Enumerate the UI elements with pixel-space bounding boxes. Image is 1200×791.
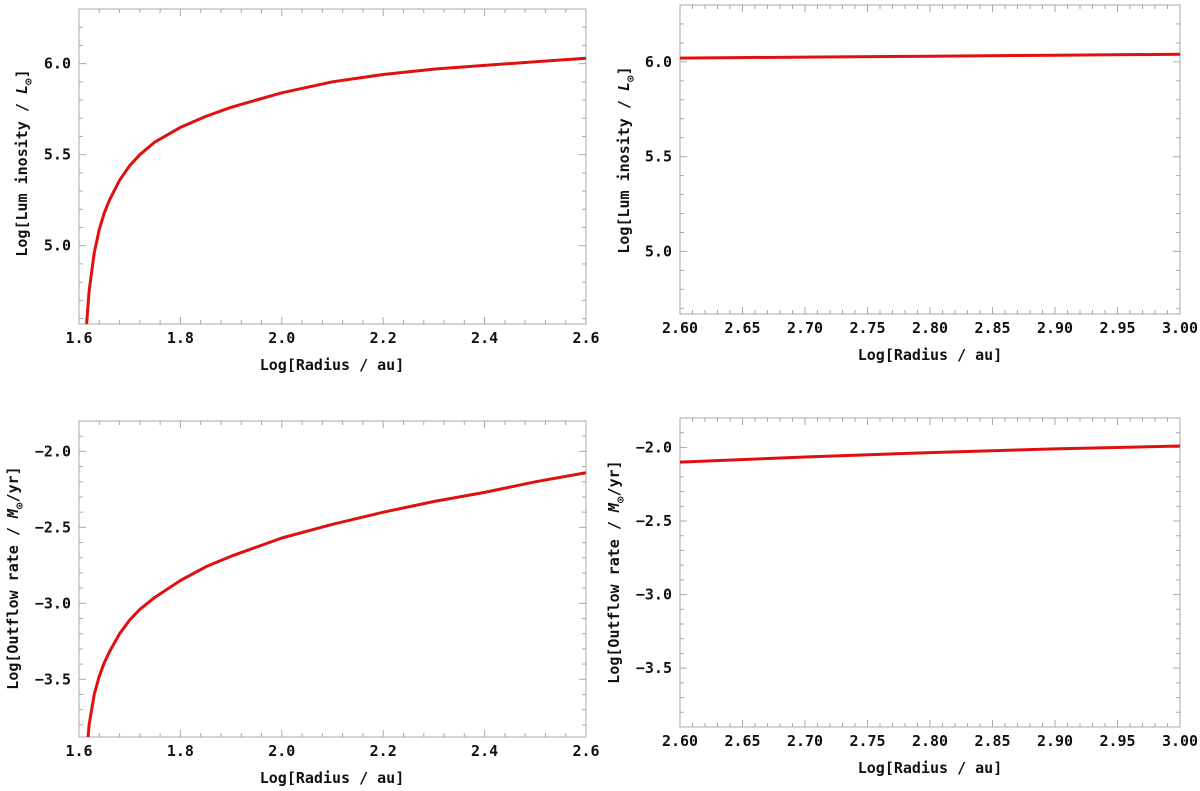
- y-tick-label: −3.0: [636, 586, 672, 604]
- y-axis-label: Log[Lum inosity / L⊙]: [13, 69, 35, 256]
- x-tick-label: 2.70: [787, 732, 823, 750]
- chart-panel-outflow-inner: 1.6 1.8 2.0 2.2 2.4 2.6 −3.5 −3.0 −2.5 −2.0 Log[Ra…: [4, 420, 600, 787]
- series-line-luminosity-outer-0: [680, 52, 1180, 60]
- x-axis-label: Log[Radius / au]: [260, 769, 405, 787]
- y-tick-label: −3.0: [35, 594, 71, 612]
- plot-frame: [78, 8, 587, 325]
- series-line-outflow-outer-0: [680, 444, 1180, 464]
- x-axis-label: Log[Radius / au]: [858, 759, 1003, 777]
- chart-panel-outflow-outer: 2.60 2.65 2.70 2.75 2.80 2.85 2.90 2.95 3.00 −3.5…: [605, 417, 1198, 777]
- y-tick-label: 6.0: [645, 53, 672, 71]
- y-tick-label: 5.0: [645, 242, 672, 260]
- x-tick-label: 2.4: [471, 742, 498, 760]
- x-tick-label: 2.0: [268, 329, 295, 347]
- series-line-outflow-inner-0: [86, 471, 586, 737]
- y-axis-label-subscript: ⊙: [614, 496, 627, 503]
- y-axis-label-subscript: ⊙: [624, 75, 637, 82]
- x-tick-label: 2.65: [724, 319, 760, 337]
- x-tick-label: 2.4: [471, 329, 498, 347]
- y-axis-label-suffix: /yr]: [605, 460, 623, 496]
- y-axis-label-suffix: /yr]: [4, 466, 22, 502]
- y-tick-label: −2.5: [35, 518, 71, 536]
- x-tick-label: 2.6: [572, 329, 599, 347]
- x-tick-label: 2.75: [849, 732, 885, 750]
- x-tick-label: 2.95: [1099, 319, 1135, 337]
- y-axis-label-symbol: L: [615, 82, 633, 91]
- y-tick-label: −3.5: [35, 670, 71, 688]
- x-axis-label: Log[Radius / au]: [260, 356, 405, 374]
- plot-frame: [78, 420, 587, 738]
- y-axis-label-symbol: M: [4, 508, 22, 519]
- x-tick-label: 2.2: [370, 329, 397, 347]
- y-axis-label-text: Log[Outflow rate /: [605, 512, 623, 684]
- y-axis-label-suffix: ]: [615, 66, 633, 75]
- x-tick-label: 2.85: [974, 319, 1010, 337]
- y-tick-label: −2.0: [636, 438, 672, 456]
- x-tick-label: 2.90: [1037, 732, 1073, 750]
- y-axis-label: Log[Outflow rate / M⊙/yr]: [4, 466, 26, 689]
- y-tick-label: −2.5: [636, 512, 672, 530]
- y-axis-label-suffix: ]: [13, 69, 31, 78]
- x-tick-label: 2.80: [912, 732, 948, 750]
- y-tick-label: 5.0: [44, 237, 71, 255]
- y-axis-label: Log[Outflow rate / M⊙/yr]: [605, 460, 627, 683]
- y-axis-label-subscript: ⊙: [13, 502, 26, 509]
- x-tick-label: 2.95: [1099, 732, 1135, 750]
- x-tick-label: 3.00: [1162, 319, 1198, 337]
- x-tick-label: 2.6: [572, 742, 599, 760]
- x-tick-label: 2.2: [370, 742, 397, 760]
- plot-frame: [679, 417, 1181, 728]
- y-axis-label-text: Log[Outflow rate /: [4, 518, 22, 690]
- y-tick-label: −2.0: [35, 442, 71, 460]
- y-axis-label-subscript: ⊙: [22, 78, 35, 85]
- x-tick-label: 2.85: [974, 732, 1010, 750]
- x-tick-label: 2.65: [724, 732, 760, 750]
- chart-panel-luminosity-outer: 2.60 2.65 2.70 2.75 2.80 2.85 2.90 2.95 3.00 5.0 5…: [615, 4, 1198, 364]
- y-axis-label-symbol: M: [605, 502, 623, 513]
- x-tick-label: 2.90: [1037, 319, 1073, 337]
- y-axis-label: Log[Lum inosity / L⊙]: [615, 66, 637, 253]
- y-tick-label: −3.5: [636, 659, 672, 677]
- y-tick-label: 5.5: [645, 148, 672, 166]
- x-tick-label: 2.60: [662, 319, 698, 337]
- y-tick-label: 5.5: [44, 146, 71, 164]
- x-tick-label: 1.8: [167, 742, 194, 760]
- y-axis-label-text: Log[Lum inosity /: [13, 94, 31, 257]
- x-tick-label: 1.6: [65, 742, 92, 760]
- y-tick-label: 6.0: [44, 55, 71, 73]
- chart-panel-luminosity-inner: 1.6 1.8 2.0 2.2 2.4 2.6 5.0 5.5 6.0 Log[Radius / …: [13, 8, 600, 374]
- x-axis-label: Log[Radius / au]: [858, 346, 1003, 364]
- y-axis-label-symbol: L: [13, 85, 31, 94]
- y-axis-label-text: Log[Lum inosity /: [615, 91, 633, 254]
- x-tick-label: 1.8: [167, 329, 194, 347]
- x-tick-label: 2.60: [662, 732, 698, 750]
- x-tick-label: 1.6: [65, 329, 92, 347]
- plot-frame: [679, 4, 1181, 315]
- series-line-luminosity-inner-0: [85, 56, 586, 324]
- x-tick-label: 3.00: [1162, 732, 1198, 750]
- x-tick-label: 2.0: [268, 742, 295, 760]
- x-tick-label: 2.80: [912, 319, 948, 337]
- x-tick-label: 2.70: [787, 319, 823, 337]
- x-tick-label: 2.75: [849, 319, 885, 337]
